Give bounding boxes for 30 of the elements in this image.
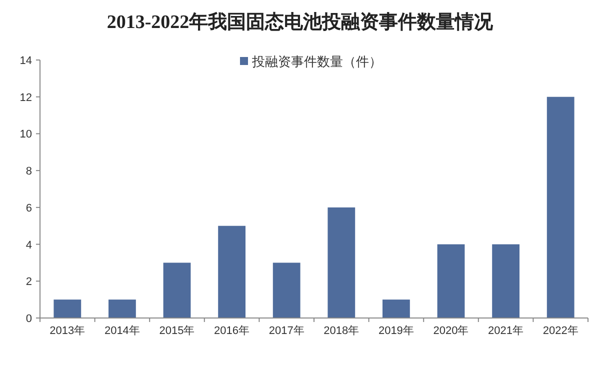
legend-label: 投融资事件数量（件） <box>251 54 382 69</box>
bar <box>272 262 300 318</box>
y-tick-label: 0 <box>26 313 32 325</box>
bar <box>163 262 191 318</box>
y-tick-label: 12 <box>20 92 32 104</box>
bar <box>437 244 465 318</box>
bar <box>218 226 246 318</box>
x-tick-label: 2016年 <box>214 325 250 337</box>
x-tick-label: 2018年 <box>324 325 360 337</box>
bar <box>108 300 136 318</box>
bar <box>328 207 356 318</box>
y-tick-label: 8 <box>26 166 32 178</box>
bar <box>382 300 410 318</box>
x-tick-label: 2021年 <box>488 325 524 337</box>
y-tick-label: 10 <box>20 128 32 141</box>
x-tick-label: 2013年 <box>50 325 86 337</box>
bar <box>54 300 82 318</box>
bar <box>492 244 520 318</box>
x-tick-label: 2015年 <box>159 325 195 337</box>
y-tick-label: 2 <box>26 276 32 288</box>
chart-title: 2013-2022年我国固态电池投融资事件数量情况 <box>106 11 494 33</box>
x-tick-label: 2022年 <box>542 325 578 337</box>
y-tick-label: 14 <box>20 55 32 67</box>
x-tick-label: 2014年 <box>104 325 140 337</box>
y-tick-label: 6 <box>26 202 32 214</box>
bar <box>546 96 574 318</box>
x-tick-label: 2017年 <box>268 325 304 337</box>
x-tick-label: 2019年 <box>378 325 414 337</box>
x-tick-label: 2020年 <box>433 325 469 337</box>
y-tick-label: 4 <box>26 239 32 252</box>
